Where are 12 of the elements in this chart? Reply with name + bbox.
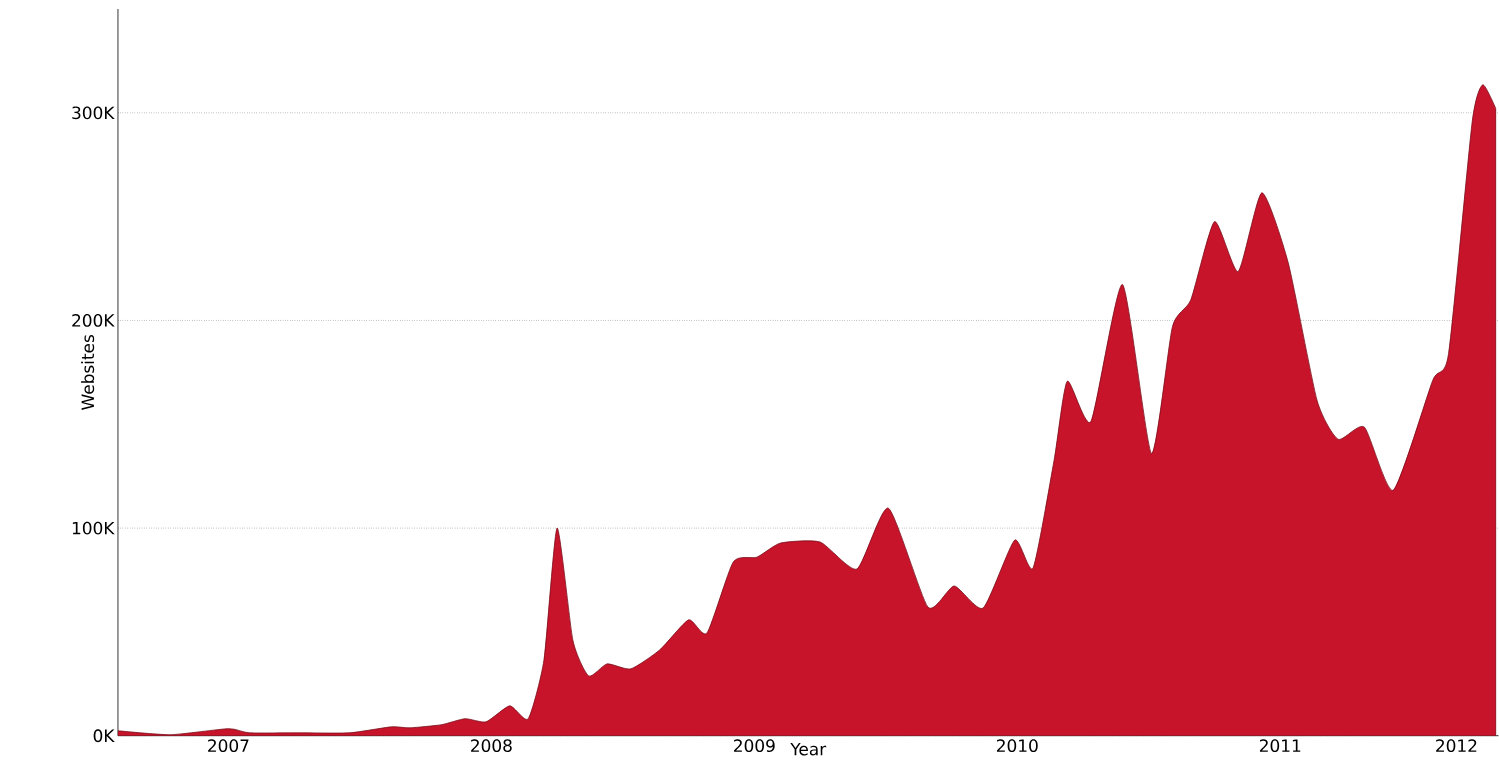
y-tick-label: 300K (72, 106, 115, 120)
y-axis-title: Websites (81, 335, 95, 411)
x-tick-label: 2008 (471, 739, 512, 753)
x-axis-title: Year (790, 743, 827, 756)
x-tick-label: 2012 (1436, 739, 1477, 753)
y-tick-label: 0K (93, 729, 115, 743)
x-tick-label: 2009 (734, 739, 775, 753)
x-tick-label: 2007 (208, 739, 249, 753)
x-tick-label: 2010 (996, 739, 1038, 753)
y-tick-label: 200K (72, 314, 115, 327)
y-tick-label: 100K (72, 521, 115, 535)
x-tick-label: 2011 (1259, 739, 1301, 753)
